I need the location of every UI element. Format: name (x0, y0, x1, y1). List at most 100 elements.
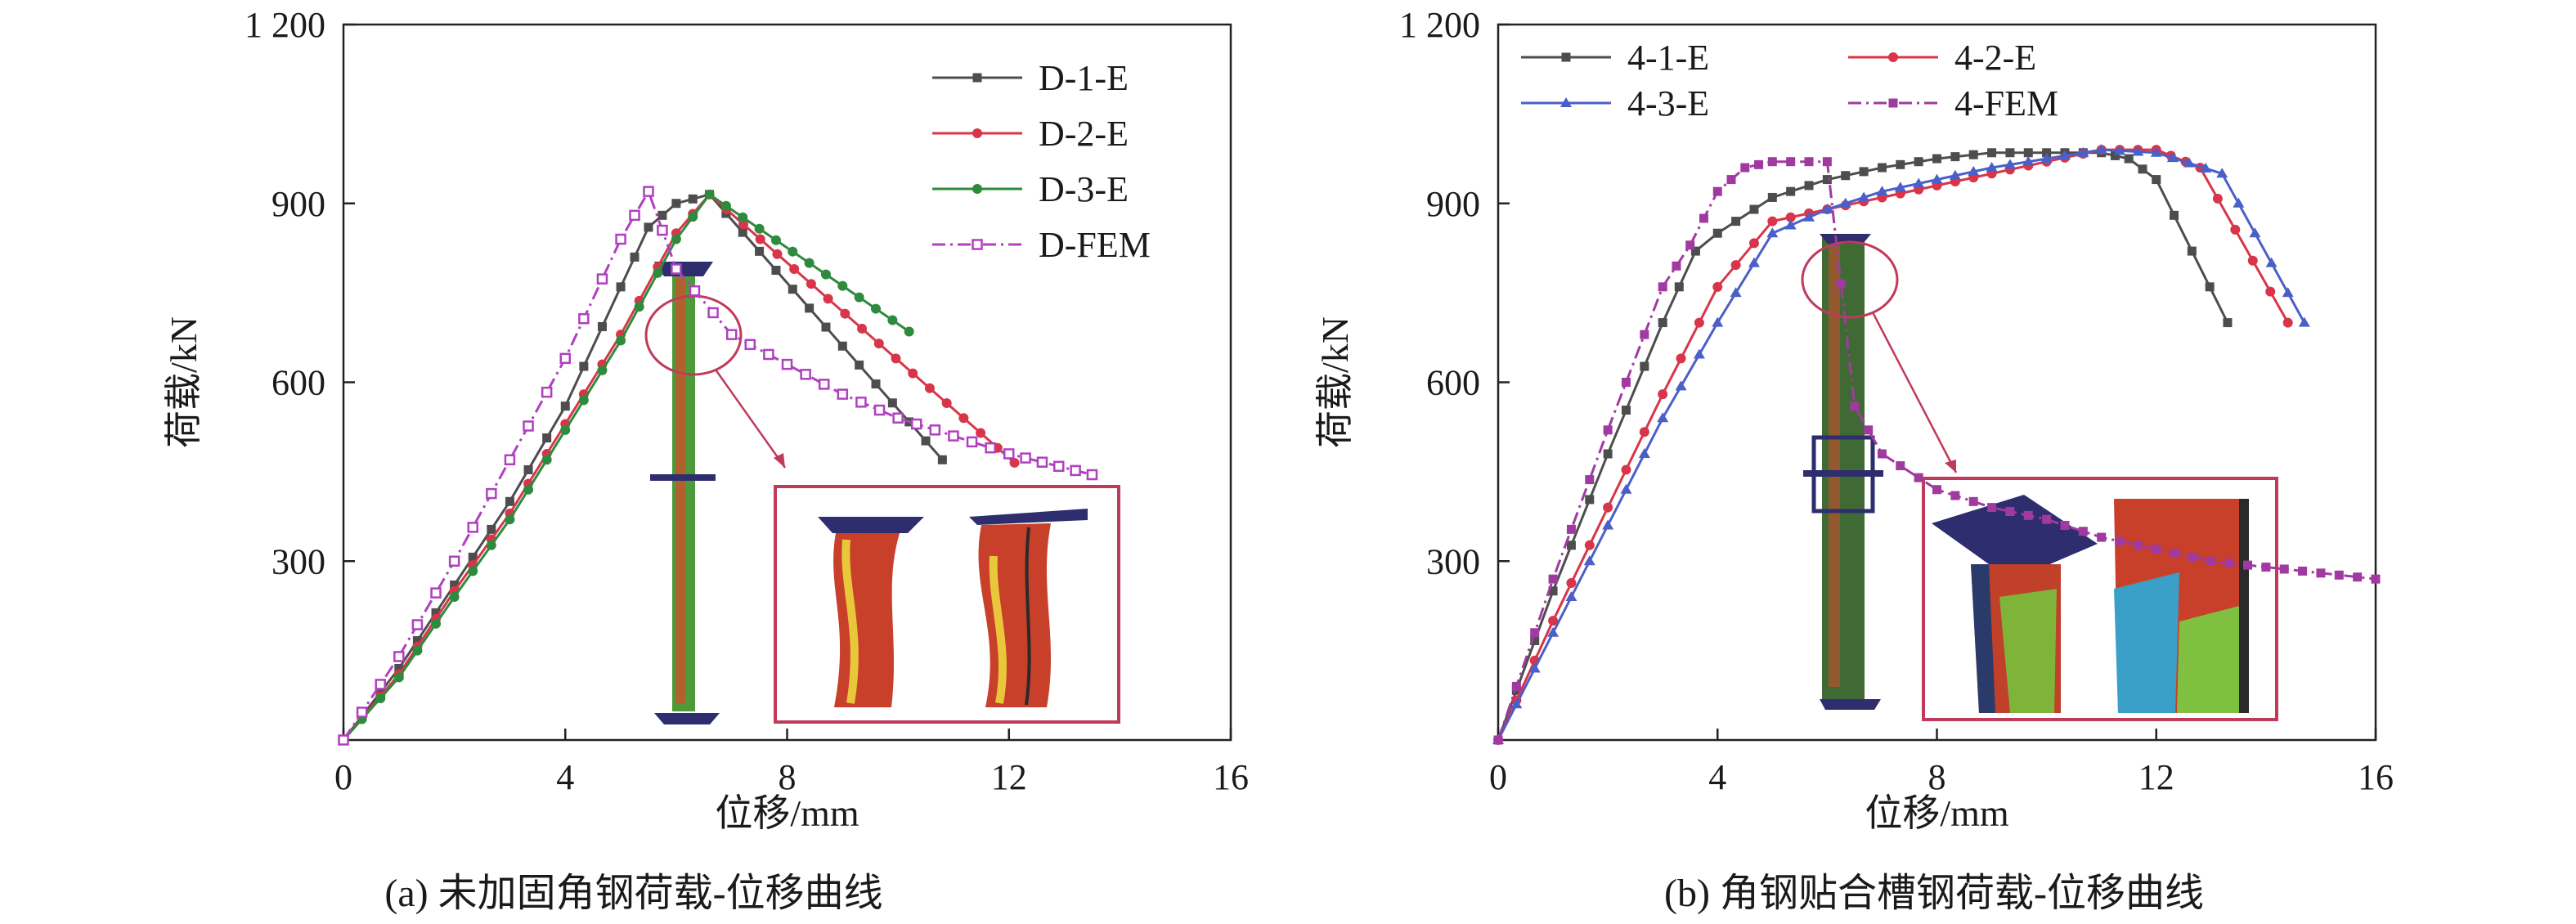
panel-b-detail-arrowhead (1945, 460, 1956, 473)
a-point-d-fem (689, 285, 701, 297)
a-point-d-3-e (653, 267, 663, 278)
b-point-4-fem (2298, 566, 2308, 576)
b-x-tick-label: 0 (1489, 757, 1507, 797)
a-point-d-fem (338, 734, 349, 746)
b-point-4-fem (1896, 461, 1905, 471)
panel-b-zoom-right-green (2177, 605, 2242, 713)
b-point-4-2-e (2265, 286, 2276, 297)
a-legend-marker-d-3-e (972, 184, 982, 194)
b-point-4-fem (1950, 491, 1960, 500)
b-y-tick-label: 300 (1426, 541, 1480, 581)
panel-a-caption: (a) 未加固角钢荷载-位移曲线 (384, 872, 882, 915)
b-point-4-fem (1699, 213, 1708, 223)
b-point-4-3-e (2077, 146, 2089, 157)
b-point-4-1-e (1658, 318, 1667, 328)
a-point-d-3-e (837, 280, 848, 291)
a-point-d-fem (948, 430, 959, 442)
panel-b-inset-figure (1801, 234, 2278, 721)
b-point-4-1-e (2023, 148, 2033, 158)
a-point-d-fem (1003, 448, 1015, 460)
a-point-d-1-e (788, 285, 797, 294)
b-point-4-fem (1726, 175, 1736, 185)
a-legend-marker-d-2-e (972, 128, 982, 138)
b-legend-entry-4-fem: 4-FEM (1848, 83, 2058, 123)
b-point-4-1-e (1804, 181, 1814, 191)
b-point-4-3-e (2282, 287, 2294, 298)
a-point-d-fem (1070, 464, 1081, 477)
a-point-d-2-e (840, 308, 850, 319)
a-point-d-3-e (854, 292, 864, 303)
b-point-4-1-e (2110, 150, 2120, 160)
a-point-d-1-e (738, 227, 747, 237)
a-point-d-fem (985, 442, 996, 454)
a-point-d-fem (929, 424, 941, 436)
panel-a-zoom-box (774, 485, 1120, 724)
b-point-4-fem (2334, 570, 2344, 580)
b-point-4-fem (2005, 506, 2015, 516)
b-point-4-2-e (1712, 281, 1723, 292)
b-point-4-3-e (1510, 698, 1523, 709)
a-point-d-2-e (806, 279, 816, 289)
b-point-4-fem (2115, 536, 2125, 546)
a-point-d-1-e (657, 210, 667, 220)
b-point-4-1-e (1585, 495, 1595, 505)
a-legend-entry-d-1-e: D-1-E (932, 58, 1129, 98)
b-point-4-fem (1603, 425, 1613, 435)
a-point-d-1-e (560, 401, 570, 411)
b-legend-marker-4-fem (1888, 98, 1898, 108)
a-point-d-2-e (908, 368, 918, 379)
b-point-4-fem (1836, 279, 1846, 289)
a-point-d-3-e (431, 618, 442, 629)
a-point-d-1-e (644, 222, 653, 232)
a-point-d-fem (1086, 469, 1098, 481)
a-point-d-fem (559, 352, 571, 365)
a-point-d-fem (504, 454, 516, 466)
panel-b-zoom-left-edge (1971, 564, 1995, 713)
a-point-d-1-e (771, 266, 781, 276)
b-x-tick-label: 12 (2138, 757, 2174, 797)
a-point-d-3-e (820, 269, 831, 280)
b-point-4-3-e (1657, 412, 1669, 423)
b-point-4-3-e (1821, 204, 1833, 214)
b-legend-label-4-3-e: 4-3-E (1627, 83, 1709, 123)
b-point-4-1-e (2138, 164, 2147, 174)
a-legend-marker-d-fem (972, 239, 983, 250)
b-point-4-2-e (1694, 317, 1704, 328)
b-point-4-fem (2188, 552, 2197, 562)
a-point-d-1-e (921, 436, 931, 446)
a-point-d-1-e (579, 361, 589, 371)
b-point-4-fem (1548, 574, 1558, 584)
b-point-4-fem (1932, 485, 1941, 495)
a-legend-label-d-fem: D-FEM (1039, 225, 1151, 265)
panel-a-series-group (338, 186, 1098, 746)
a-point-d-1-e (523, 464, 533, 474)
a-y-tick-label: 300 (272, 541, 325, 581)
panel-b-chart: 0 4 8 12 16 300 600 900 1 200 位移/mm 荷载/kN 4-1-E 4-2… (1314, 5, 2394, 915)
a-point-d-3-e (754, 223, 765, 234)
b-point-4-fem (1968, 496, 1978, 506)
b-line-4-fem (1497, 160, 2376, 741)
b-point-4-1-e (1690, 246, 1700, 256)
b-point-4-3-e (2298, 316, 2310, 327)
b-point-4-1-e (1968, 150, 1978, 159)
b-point-4-2-e (1767, 216, 1778, 227)
a-point-d-fem (707, 307, 719, 319)
b-point-4-3-e (2200, 162, 2212, 173)
b-point-4-1-e (1786, 186, 1796, 196)
a-point-d-1-e (837, 341, 847, 351)
b-point-4-1-e (1674, 282, 1684, 292)
a-point-d-3-e (393, 672, 404, 683)
b-legend-entry-4-3-e: 4-3-E (1521, 83, 1709, 123)
b-legend-label-4-fem: 4-FEM (1954, 83, 2058, 123)
panel-a-legend: D-1-E D-2-E D-3-E D-FEM (932, 58, 1151, 265)
a-y-tick-label: 600 (272, 363, 325, 403)
b-x-axis-title: 位移/mm (1865, 792, 2009, 834)
a-point-d-fem (541, 386, 553, 398)
b-legend-entry-4-1-e: 4-1-E (1521, 38, 1709, 78)
b-point-4-3-e (2132, 146, 2144, 156)
a-x-tick-label: 4 (556, 757, 574, 797)
b-point-4-fem (1786, 157, 1796, 167)
b-series-4-fem (1493, 157, 2381, 745)
panel-b-caption: (b) 角钢贴合槽钢荷载-位移曲线 (1664, 872, 2204, 915)
b-point-4-1-e (1859, 167, 1869, 177)
